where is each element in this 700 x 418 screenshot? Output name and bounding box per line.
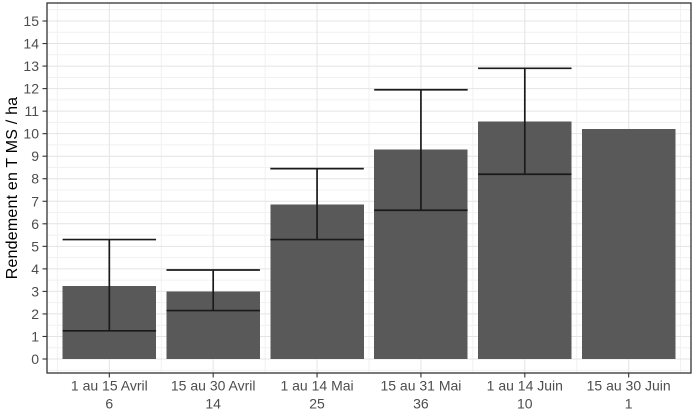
x-tick-label-count: 14 [205, 396, 221, 412]
error-bars [62, 67, 572, 332]
x-tick-label-count: 25 [309, 396, 325, 412]
x-tick-label-count: 6 [105, 396, 113, 412]
x-tick-label-period: 1 au 15 Avril [71, 378, 148, 394]
x-axis: 1 au 15 Avril 6 15 au 30 Avril 14 1 au 14 Ma… [71, 373, 671, 412]
x-tick-label-period: 1 au 14 Mai [280, 378, 353, 394]
y-tick-label: 5 [31, 238, 39, 254]
y-tick-label: 0 [31, 351, 39, 367]
y-tick-label: 2 [31, 306, 39, 322]
x-tick-label-period: 1 au 14 Juin [487, 378, 563, 394]
y-tick-label: 13 [23, 58, 39, 74]
x-tick-label-period: 15 au 30 Juin [587, 378, 671, 394]
y-tick-label: 9 [31, 148, 39, 164]
y-tick-label: 6 [31, 216, 39, 232]
y-tick-label: 7 [31, 193, 39, 209]
y-tick-label: 3 [31, 283, 39, 299]
y-tick-label: 1 [31, 328, 39, 344]
x-tick-label-count: 36 [413, 396, 429, 412]
y-tick-label: 10 [23, 126, 39, 142]
y-axis-title: Rendement en T MS / ha [4, 96, 21, 280]
bar [581, 129, 676, 359]
x-tick-label-period: 15 au 31 Mai [380, 378, 461, 394]
y-tick-label: 4 [31, 261, 39, 277]
y-tick-label: 12 [23, 81, 39, 97]
x-tick-label-count: 1 [625, 396, 633, 412]
y-tick-label: 15 [23, 13, 39, 29]
x-tick-label-count: 10 [517, 396, 533, 412]
panel-border [46, 2, 692, 374]
x-tick-label-period: 15 au 30 Avril [171, 378, 256, 394]
y-tick-label: 14 [23, 36, 39, 52]
y-tick-label: 8 [31, 171, 39, 187]
y-tick-label: 11 [24, 103, 39, 119]
